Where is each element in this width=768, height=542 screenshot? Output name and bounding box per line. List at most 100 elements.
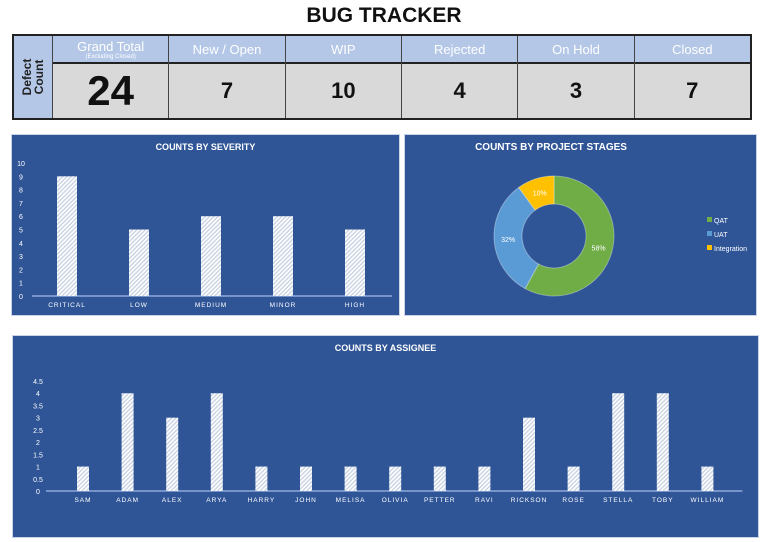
- y-tick-label: 6: [19, 214, 23, 221]
- column-sublabel: (Excluding Closed): [85, 53, 136, 60]
- x-tick-label: PETTER: [424, 497, 456, 504]
- x-tick-label: WILLIAM: [691, 497, 725, 504]
- y-tick-label: 7: [19, 201, 23, 208]
- slice-label: 10%: [533, 190, 547, 197]
- x-tick-label: TOBY: [652, 497, 674, 504]
- y-tick-label: 3: [19, 254, 23, 261]
- bar-petter: [433, 466, 446, 491]
- bar-ravi: [478, 466, 491, 491]
- bar-john: [300, 466, 312, 491]
- y-tick-label: 1: [36, 465, 40, 472]
- legend-swatch: [707, 231, 712, 236]
- column-label: WIP: [285, 36, 401, 64]
- bar-medium: [201, 216, 221, 296]
- column-value: 4: [401, 64, 518, 118]
- bar-william: [701, 466, 714, 491]
- bar-high: [345, 229, 365, 296]
- x-tick-label: ROSE: [562, 497, 584, 504]
- y-tick-label: 5: [19, 228, 23, 235]
- column-value: 7: [169, 64, 285, 118]
- stages-chart-panel: COUNTS BY PROJECT STAGES 58% 32% 10% QAT UAT I…: [404, 134, 757, 316]
- x-tick-label: MEDIUM: [195, 302, 227, 309]
- y-tick-label: 0.5: [33, 477, 43, 484]
- bar-critical: [57, 176, 77, 296]
- x-tick-label: HARRY: [248, 497, 276, 504]
- slice-label: 58%: [592, 245, 606, 252]
- column-label: Closed: [634, 36, 750, 64]
- column-label: Rejected: [401, 36, 518, 64]
- y-tick-label: 10: [17, 161, 25, 168]
- bar-rose: [567, 466, 580, 491]
- x-tick-label: SAM: [74, 497, 91, 504]
- slice-label: 32%: [501, 237, 515, 244]
- bar-melisa: [344, 466, 357, 491]
- x-tick-label: ADAM: [116, 497, 139, 504]
- y-tick-label: 4: [36, 391, 40, 398]
- x-tick-label: ARYA: [206, 497, 227, 504]
- summary-rejected: Rejected 4: [401, 36, 519, 118]
- bar-sam: [77, 466, 89, 491]
- x-tick-label: ALEX: [162, 497, 183, 504]
- y-tick-label: 9: [19, 174, 23, 181]
- chart-title: COUNTS BY PROJECT STAGES: [475, 142, 627, 153]
- column-label: Grand Total: [77, 38, 145, 54]
- y-tick-label: 3.5: [33, 403, 43, 410]
- chart-title: COUNTS BY ASSIGNEE: [335, 343, 437, 353]
- y-tick-label: 2: [36, 440, 40, 447]
- y-tick-label: 1.5: [33, 452, 43, 459]
- bar-harry: [255, 466, 268, 491]
- summary-on-hold: On Hold 3: [518, 36, 635, 118]
- bar-alex: [166, 417, 179, 491]
- y-tick-label: 4.5: [33, 379, 43, 386]
- stages-chart: COUNTS BY PROJECT STAGES 58% 32% 10% QAT UAT I…: [475, 142, 747, 297]
- summary-closed: Closed 7: [634, 36, 750, 118]
- page-title: BUG TRACKER: [306, 4, 462, 27]
- column-value: 3: [518, 64, 634, 118]
- y-tick-label: 0: [19, 294, 23, 301]
- x-tick-label: OLIVIA: [382, 497, 409, 504]
- bar-olivia: [389, 466, 402, 491]
- summary-new-open: New / Open 7: [169, 36, 286, 118]
- y-tick-label: 2: [19, 267, 23, 274]
- x-tick-label: RAVI: [475, 497, 494, 504]
- bar-stella: [612, 393, 625, 491]
- y-tick-label: 0: [36, 489, 40, 496]
- column-label: On Hold: [518, 36, 634, 64]
- bar-arya: [210, 393, 223, 491]
- bar-toby: [656, 393, 669, 491]
- slice-uat: [493, 186, 540, 290]
- y-tick-label: 1: [19, 281, 23, 288]
- summary-table: Defect Count Grand Total (Excluding Close…: [12, 34, 752, 120]
- bar-minor: [273, 216, 293, 296]
- x-tick-label: HIGH: [345, 302, 365, 309]
- column-value: 7: [634, 64, 750, 118]
- y-tick-label: 3: [36, 416, 40, 423]
- x-tick-label: MELISA: [336, 497, 366, 504]
- x-tick-label: MINOR: [270, 302, 297, 309]
- x-tick-label: JOHN: [295, 497, 317, 504]
- legend-swatch: [707, 245, 712, 250]
- slice-integration: [518, 175, 555, 211]
- bar-adam: [121, 393, 134, 491]
- legend-label: UAT: [714, 232, 728, 239]
- summary-grand-total: Grand Total (Excluding Closed) 24: [53, 36, 170, 118]
- column-value: 24: [53, 64, 169, 118]
- y-tick-label: 4: [19, 241, 23, 248]
- y-tick-label: 8: [19, 188, 23, 195]
- slice-qat: [524, 175, 615, 297]
- legend-swatch: [707, 217, 712, 222]
- row-label: Defect Count: [14, 36, 53, 118]
- x-tick-label: CRITICAL: [48, 302, 86, 309]
- legend-label: Integration: [714, 246, 747, 253]
- legend-label: QAT: [714, 218, 729, 225]
- bar-low: [129, 229, 149, 296]
- severity-chart-panel: COUNTS BY SEVERITY 0 1 2 3 4 5 6 7 8 9 10 CRITICAL LO…: [11, 134, 400, 316]
- severity-chart: COUNTS BY SEVERITY 0 1 2 3 4 5 6 7 8 9 10 CRITICAL LO…: [17, 142, 392, 309]
- chart-title: COUNTS BY SEVERITY: [156, 142, 256, 152]
- y-tick-label: 2.5: [33, 428, 43, 435]
- x-tick-label: STELLA: [603, 497, 633, 504]
- assignee-chart: COUNTS BY ASSIGNEE 0 0.5 1 1.5 2 2.5 3 3.5 4 4.5 SA…: [33, 343, 743, 504]
- bar-rickson: [523, 417, 535, 491]
- summary-wip: WIP 10: [285, 36, 402, 118]
- assignee-chart-panel: COUNTS BY ASSIGNEE 0 0.5 1 1.5 2 2.5 3 3.5 4 4.5 SA…: [12, 335, 759, 538]
